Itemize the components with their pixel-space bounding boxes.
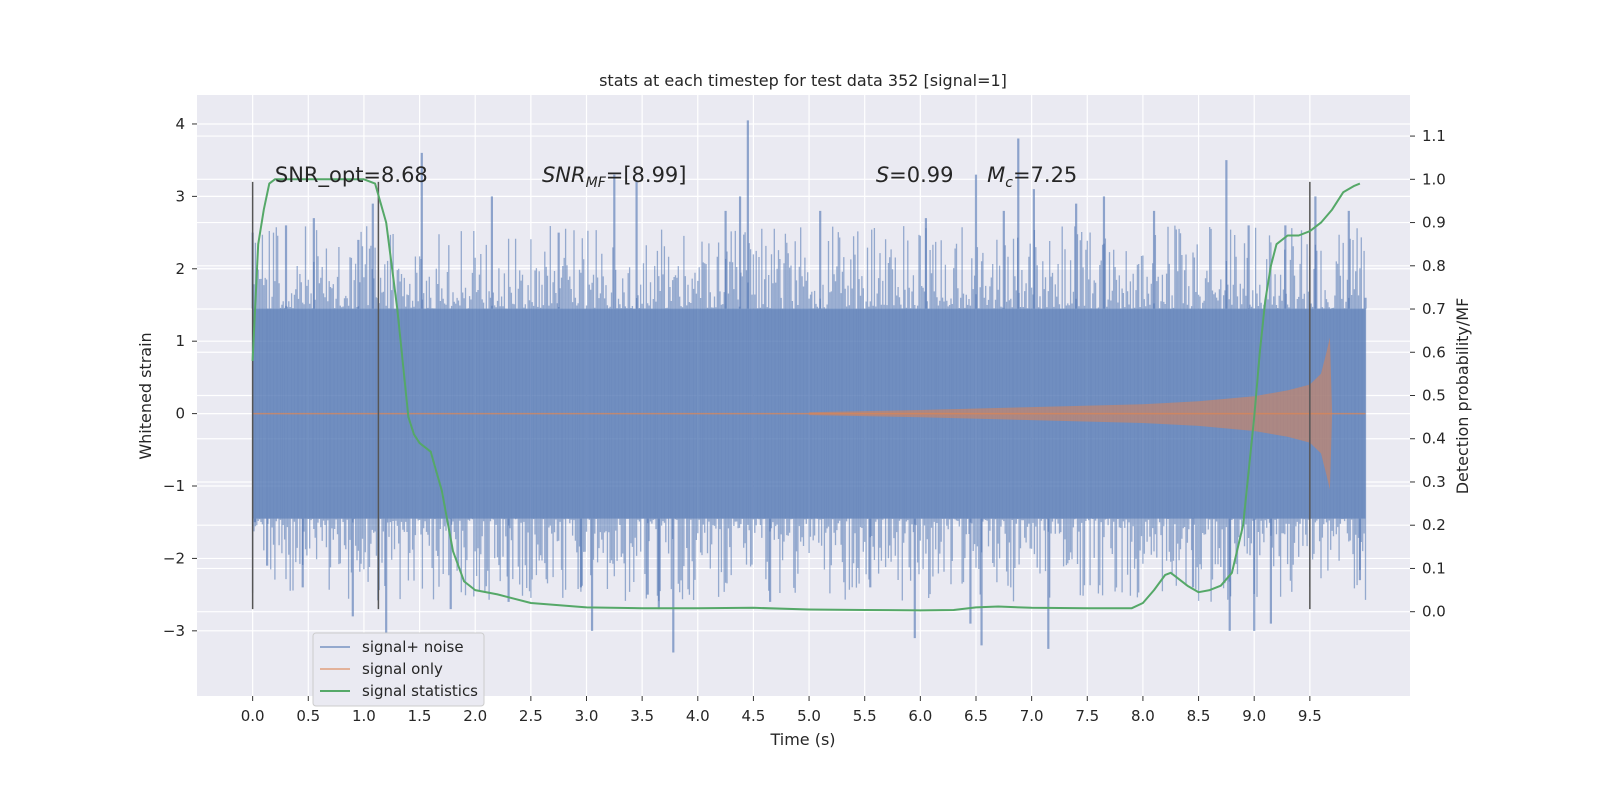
x-tick-label: 9.0 bbox=[1242, 707, 1266, 725]
x-tick-label: 4.0 bbox=[686, 707, 710, 725]
y-right-tick-label: 0.9 bbox=[1422, 214, 1446, 232]
annotation-1: SNRMF=[8.99] bbox=[542, 163, 687, 191]
y-right-tick-label: 0.7 bbox=[1422, 300, 1446, 318]
x-tick-label: 9.5 bbox=[1298, 707, 1322, 725]
x-tick-label: 5.5 bbox=[853, 707, 877, 725]
legend-label-signal-statistics: signal statistics bbox=[362, 682, 478, 700]
x-tick-label: 8.0 bbox=[1131, 707, 1155, 725]
x-axis-label: Time (s) bbox=[769, 730, 835, 749]
y-right-tick-label: 0.4 bbox=[1422, 430, 1446, 448]
x-tick-label: 1.0 bbox=[352, 707, 376, 725]
y-axis-label: Whitened strain bbox=[136, 332, 155, 459]
x-tick-label: 5.0 bbox=[797, 707, 821, 725]
y-tick-label: 4 bbox=[175, 115, 185, 133]
y-right-tick-label: 0.1 bbox=[1422, 559, 1446, 577]
annotations: SNR_opt=8.68 SNRMF=[8.99] S=0.99 Mc=7.25 bbox=[275, 163, 1077, 191]
annotation-2: S=0.99 bbox=[876, 163, 954, 187]
x-tick-label: 1.5 bbox=[408, 707, 432, 725]
y-tick-label: −1 bbox=[163, 477, 185, 495]
y-right-tick-label: 0.0 bbox=[1422, 603, 1446, 621]
y-right-tick-label: 0.5 bbox=[1422, 387, 1446, 405]
legend-label-signal-noise: signal+ noise bbox=[362, 638, 464, 656]
y-right-tick-label: 1.1 bbox=[1422, 127, 1446, 145]
axis-ticks: 0.0 0.5 1.0 1.5 2.0 2.5 3.0 3.5 4.0 4.5 5.0 5.5 6.0 6… bbox=[163, 115, 1446, 725]
x-tick-label: 7.5 bbox=[1075, 707, 1099, 725]
x-tick-label: 2.5 bbox=[519, 707, 543, 725]
x-tick-label: 8.5 bbox=[1187, 707, 1211, 725]
x-tick-label: 4.5 bbox=[741, 707, 765, 725]
statistics-line bbox=[251, 178, 1361, 612]
y-tick-label: 1 bbox=[175, 332, 185, 350]
annotation-3: Mc=7.25 bbox=[987, 163, 1077, 191]
y-right-tick-label: 0.8 bbox=[1422, 257, 1446, 275]
series-signal-only bbox=[252, 337, 1366, 490]
series-signal-statistics bbox=[251, 178, 1361, 612]
y-tick-label: −2 bbox=[163, 549, 185, 567]
annotation-0: SNR_opt=8.68 bbox=[275, 163, 428, 188]
y-right-axis-label: Detection probability/MF bbox=[1453, 298, 1472, 495]
chart-title: stats at each timestep for test data 352… bbox=[599, 71, 1007, 90]
x-tick-label: 6.5 bbox=[964, 707, 988, 725]
x-tick-label: 0.0 bbox=[241, 707, 265, 725]
y-right-tick-label: 0.2 bbox=[1422, 516, 1446, 534]
y-tick-label: −3 bbox=[163, 622, 185, 640]
x-tick-label: 3.5 bbox=[630, 707, 654, 725]
signal-envelope bbox=[809, 337, 1333, 490]
marker-lines bbox=[251, 181, 1311, 610]
y-right-tick-label: 0.6 bbox=[1422, 343, 1446, 361]
legend-label-signal-only: signal only bbox=[362, 660, 443, 678]
y-right-tick-label: 0.3 bbox=[1422, 473, 1446, 491]
x-tick-label: 2.0 bbox=[463, 707, 487, 725]
x-tick-label: 3.0 bbox=[575, 707, 599, 725]
x-tick-label: 0.5 bbox=[296, 707, 320, 725]
x-tick-label: 6.0 bbox=[908, 707, 932, 725]
y-tick-label: 2 bbox=[175, 260, 185, 278]
y-tick-label: 3 bbox=[175, 187, 185, 205]
y-tick-label: 0 bbox=[175, 405, 185, 423]
legend: signal+ noise signal only signal statist… bbox=[312, 632, 485, 707]
x-tick-label: 7.0 bbox=[1020, 707, 1044, 725]
y-right-tick-label: 1.0 bbox=[1422, 170, 1446, 188]
legend-box bbox=[312, 632, 485, 707]
